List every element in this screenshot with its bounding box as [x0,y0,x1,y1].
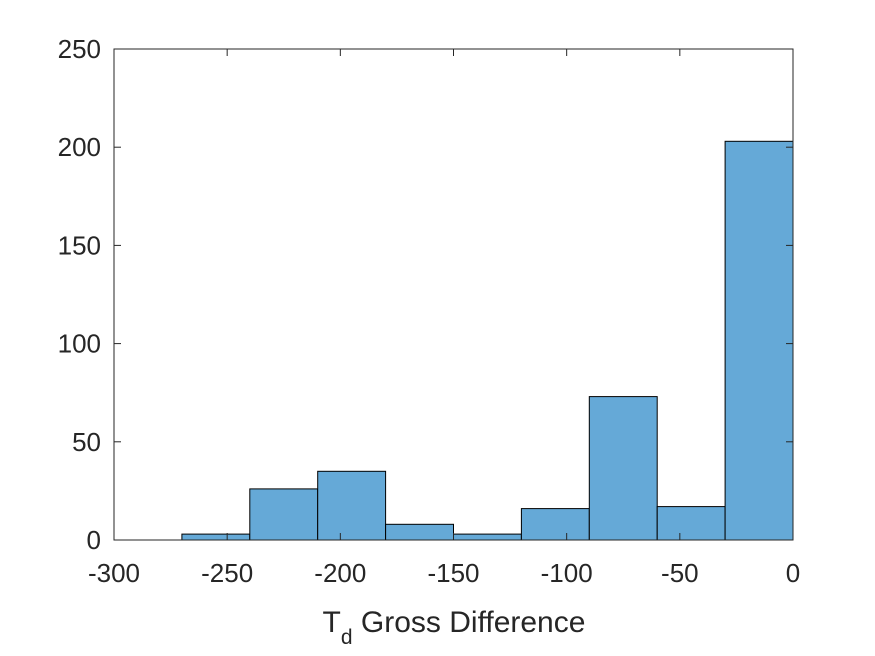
y-tick-label-4: 200 [58,132,101,162]
y-tick-label-2: 100 [58,329,101,359]
histogram-bar-8 [724,140,794,541]
histogram-bar-3 [385,523,455,541]
x-tick-label-3: -150 [427,558,479,588]
histogram-bar-1 [249,488,319,541]
histogram-bar-4 [453,533,522,541]
x-tick-label-4: -100 [541,558,593,588]
x-tick-label-5: -50 [661,558,699,588]
y-tick-label-0: 0 [87,525,101,555]
histogram-bar-7 [656,506,726,541]
y-ticks-group: 0 50 100 150 200 250 [58,34,793,555]
histogram-bar-6 [588,396,658,541]
x-tick-label-1: -250 [201,558,253,588]
y-tick-label-1: 50 [72,427,101,457]
histogram-bar-0 [181,533,251,541]
histogram-bar-5 [520,508,590,541]
x-axis-label-main: T [323,606,341,639]
x-ticks-group: -300 -250 -200 -150 -100 -50 0 [88,49,800,588]
x-tick-label-6: 0 [786,558,800,588]
histogram-bar-2 [317,470,387,541]
y-tick-label-5: 250 [58,34,101,64]
y-tick-label-3: 150 [58,230,101,260]
x-axis-label-subscript: d [341,626,353,649]
x-tick-label-0: -300 [88,558,140,588]
x-tick-label-2: -200 [314,558,366,588]
bars-group [181,140,794,541]
x-axis-label-rest: Gross Difference [353,606,586,639]
x-axis-label: Td Gross Difference [323,606,586,649]
plot-frame [113,48,794,541]
